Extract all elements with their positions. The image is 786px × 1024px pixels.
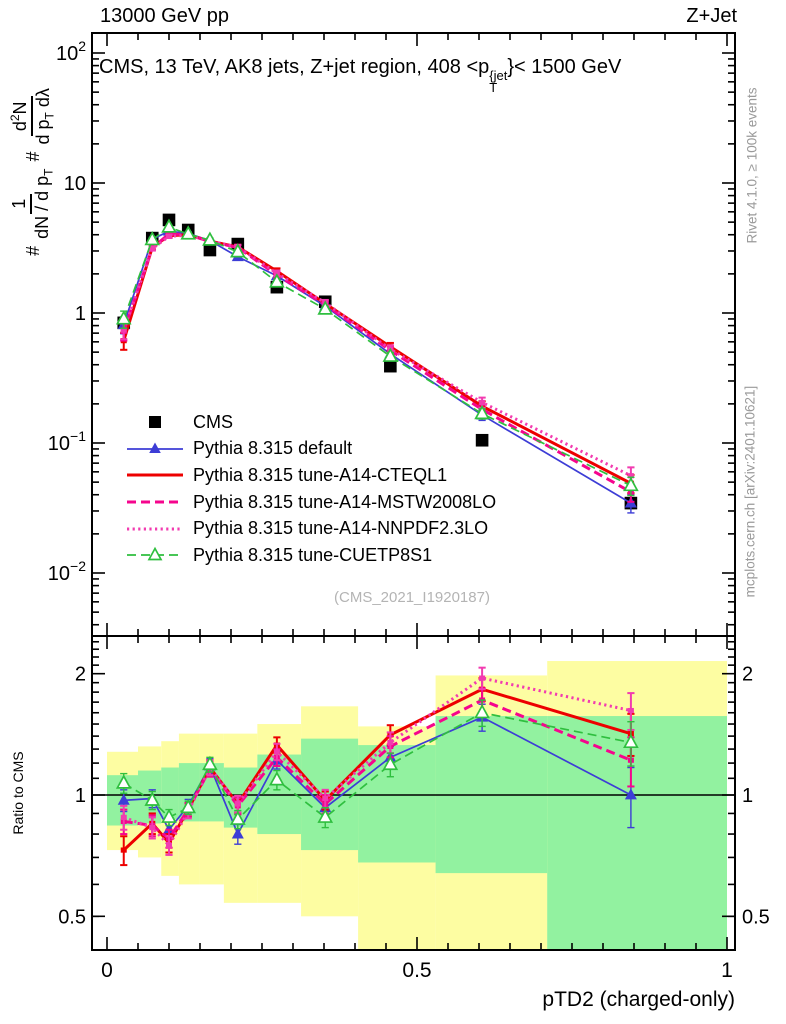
beam-energy-title: 13000 GeV pp bbox=[100, 5, 229, 27]
legend-item-pythia-default: Pythia 8.315 default bbox=[126, 436, 496, 463]
pt-jet-supsub: {jet T bbox=[489, 68, 508, 95]
svg-text:0.5: 0.5 bbox=[58, 906, 86, 928]
svg-text:0.5: 0.5 bbox=[742, 906, 770, 928]
cms-marker-icon bbox=[149, 416, 161, 429]
legend: CMS Pythia 8.315 default Pythia 8.315 tu… bbox=[126, 409, 496, 569]
legend-item-cms: CMS bbox=[126, 409, 496, 436]
pythia-default-line-icon bbox=[127, 442, 183, 453]
plot-title-suffix: }< 1500 GeV bbox=[507, 56, 622, 78]
a14-cteql1-line-icon bbox=[127, 473, 183, 477]
rivet-version-note: Rivet 4.1.0, ≥ 100k events bbox=[744, 87, 760, 244]
svg-text:10−2: 10−2 bbox=[48, 558, 86, 585]
legend-item-cuetp8s1: Pythia 8.315 tune-CUETP8S1 bbox=[126, 542, 496, 569]
mc-series-main bbox=[115, 218, 639, 497]
ratio-y-axis-label: Ratio to CMS bbox=[10, 751, 26, 835]
cuetp8s1-line-icon bbox=[127, 546, 183, 561]
mc-series-ratio bbox=[120, 666, 635, 856]
svg-text:2: 2 bbox=[75, 664, 86, 686]
mcplots-arxiv-note: mcplots.cern.ch [arXiv:2401.10621] bbox=[742, 385, 758, 598]
fraction-one-over-dndpt: 1 dN / d pT bbox=[9, 168, 56, 239]
svg-text:1: 1 bbox=[75, 785, 86, 807]
a14-mstw2008lo-line-icon bbox=[127, 500, 183, 504]
axes-frame bbox=[91, 32, 736, 951]
a14-nnpdf23lo-line-icon bbox=[127, 527, 183, 531]
plot-title: CMS, 13 TeV, AK8 jets, Z+jet region, 408… bbox=[99, 56, 739, 95]
tick-labels: 102 10 1 10−1 10−2 2 2 1 1 0.5 0.5 0 0.5 1 bbox=[48, 38, 770, 982]
svg-text:1: 1 bbox=[721, 959, 733, 982]
svg-text:102: 102 bbox=[56, 38, 86, 65]
hash-symbol: # bbox=[22, 245, 43, 256]
svg-text:2: 2 bbox=[742, 664, 753, 686]
hash-symbol: # bbox=[22, 151, 43, 162]
uncertainty-bands bbox=[107, 661, 727, 950]
svg-text:1: 1 bbox=[742, 785, 753, 807]
ratio-panel-data bbox=[115, 666, 639, 867]
main-y-axis-label: # 1 dN / d pT # d2N d pT dλ bbox=[3, 26, 63, 318]
svg-text:10: 10 bbox=[64, 173, 86, 195]
mc-series-ratio bbox=[115, 699, 639, 830]
plot-title-prefix: CMS, 13 TeV, AK8 jets, Z+jet region, 408… bbox=[99, 56, 490, 78]
legend-item-a14-nnpdf23lo: Pythia 8.315 tune-A14-NNPDF2.3LO bbox=[126, 515, 496, 542]
process-title: Z+Jet bbox=[686, 5, 737, 27]
svg-text:0.5: 0.5 bbox=[402, 959, 431, 982]
svg-text:10−1: 10−1 bbox=[48, 428, 86, 455]
legend-item-a14-cteql1: Pythia 8.315 tune-A14-CTEQL1 bbox=[126, 462, 496, 489]
svg-text:1: 1 bbox=[75, 303, 86, 325]
svg-text:0: 0 bbox=[101, 959, 113, 982]
legend-item-a14-mstw2008lo: Pythia 8.315 tune-A14-MSTW2008LO bbox=[126, 489, 496, 516]
analysis-id-watermark: (CMS_2021_I1920187) bbox=[334, 589, 490, 606]
main-panel-data bbox=[115, 213, 639, 514]
x-axis-label: pTD2 (charged-only) bbox=[542, 988, 735, 1011]
fraction-d2n: d2N d pT dλ bbox=[8, 88, 57, 145]
